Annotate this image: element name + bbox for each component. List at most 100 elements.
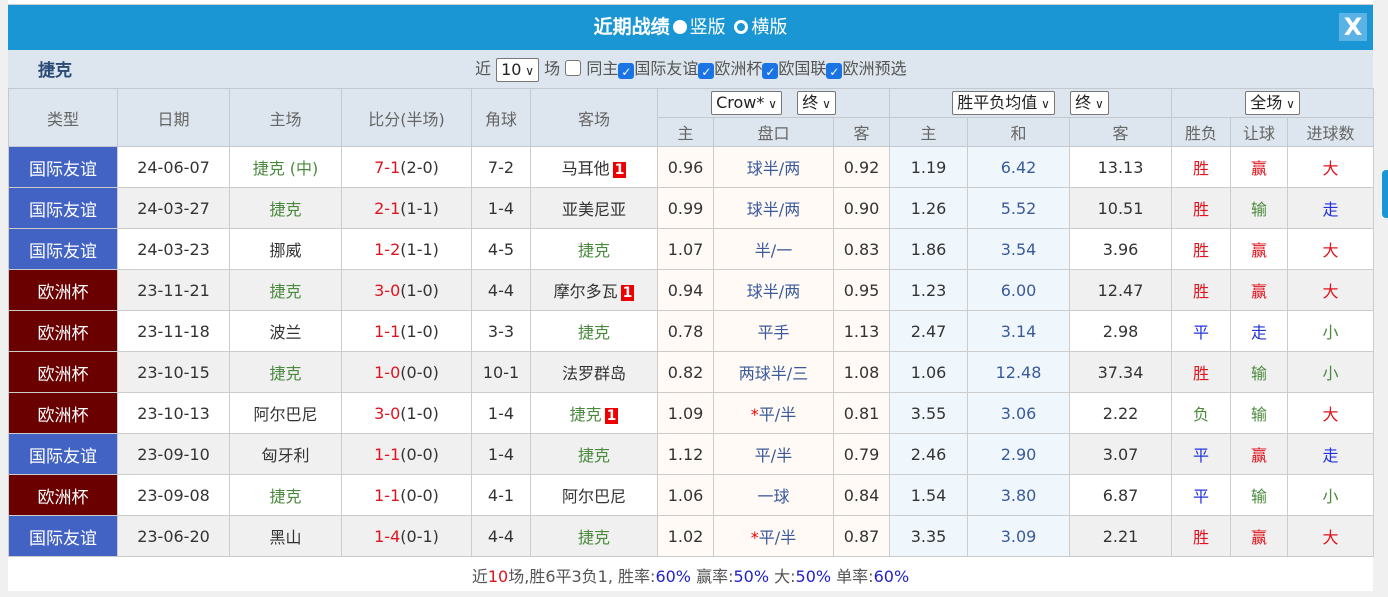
match-row[interactable]: 国际友谊 23-06-20 黑山 1-4(0-1) 4-4 捷克 1.02 *平… [8,515,1375,557]
away-team[interactable]: 捷克 [569,405,602,424]
away-team[interactable]: 捷克 [577,528,610,547]
home-team[interactable]: 捷克 [229,187,342,229]
ft-away-goals: 0 [390,280,401,300]
goals-result: 走 [1287,187,1375,229]
match-row[interactable]: 国际友谊 24-06-07 捷克 (中) 7-1(2-0) 7-2 马耳他 1 0… [8,146,1375,188]
away-team[interactable]: 捷克 [577,323,610,342]
eu-away-odds: 10.51 [1069,187,1173,229]
ah-line-text: 一球 [757,487,790,506]
same-home-checkbox[interactable] [565,60,582,76]
home-team[interactable]: 黑山 [229,515,342,557]
match-row[interactable]: 欧洲杯 23-10-15 捷克 1-0(0-0) 10-1 法罗群岛 0.82 … [8,351,1375,393]
corners: 1-4 [471,392,531,434]
goals-result: 大 [1287,146,1375,188]
ft-home-goals: 3 [374,403,385,423]
europe-company-select[interactable]: 胜平负均值 [952,91,1055,115]
match-type[interactable]: 国际友谊 [8,187,118,229]
col-away: 客场 [530,88,658,147]
home-team[interactable]: 捷克 [229,269,342,311]
home-team[interactable]: 波兰 [229,310,342,352]
match-row[interactable]: 国际友谊 24-03-23 挪威 1-2(1-1) 4-5 捷克 1.07 半/… [8,228,1375,270]
half-time-score: (1-0) [400,280,439,300]
league-checkbox[interactable]: ✓ [618,63,635,79]
close-button[interactable]: X [1339,13,1367,41]
match-row[interactable]: 国际友谊 23-09-10 匈牙利 1-1(0-0) 1-4 捷克 1.12 平… [8,433,1375,475]
col-goals: 进球数 [1287,117,1375,147]
ah-line: *平/半 [713,392,834,434]
home-team[interactable]: 捷克 [229,474,342,516]
match-type[interactable]: 国际友谊 [8,228,118,270]
match-type[interactable]: 欧洲杯 [8,392,118,434]
match-row[interactable]: 欧洲杯 23-11-18 波兰 1-1(1-0) 3-3 捷克 0.78 平手 … [8,310,1375,352]
corners: 4-5 [471,228,531,270]
handicap-company-select[interactable]: Crow* [711,91,782,115]
radio-horizontal[interactable] [734,20,749,34]
match-type[interactable]: 国际友谊 [8,515,118,557]
home-team[interactable]: 阿尔巴尼 [229,392,342,434]
col-eu-home: 主 [889,117,969,147]
red-card-badge: 1 [604,408,619,424]
europe-stage-select[interactable]: 终 [1070,91,1109,115]
ft-home-goals: 1 [374,526,385,546]
match-date: 23-10-15 [117,351,230,393]
col-score: 比分(半场) [341,88,472,147]
away-cell: 捷克 [530,515,658,557]
handicap-stage-select[interactable]: 终 [797,91,836,115]
radio-vertical[interactable] [672,20,687,34]
match-type[interactable]: 欧洲杯 [8,310,118,352]
eu-draw-odds: 3.14 [967,310,1071,352]
away-team[interactable]: 马耳他 [561,159,610,178]
half-time-score: (1-1) [400,239,439,259]
period-select[interactable]: 全场 [1245,91,1300,115]
eu-away-odds: 2.98 [1069,310,1173,352]
ah-home-odds: 1.06 [657,474,714,516]
eu-home-odds: 1.06 [889,351,969,393]
col-ah-result: 让球 [1230,117,1289,147]
home-team[interactable]: 捷克 (中) [229,146,342,188]
ft-home-goals: 1 [374,321,385,341]
away-cell: 捷克 [530,310,658,352]
home-team[interactable]: 挪威 [229,228,342,270]
ah-line-text: 半/一 [754,241,793,260]
eu-draw-odds: 3.06 [967,392,1071,434]
handicap-result: 赢 [1230,146,1289,188]
corners: 1-4 [471,187,531,229]
league-checkbox[interactable]: ✓ [826,63,843,79]
score: 1-4(0-1) [341,515,472,557]
league-checkbox[interactable]: ✓ [698,63,715,79]
league-label: 欧洲预选 [842,59,907,78]
match-row[interactable]: 欧洲杯 23-09-08 捷克 1-1(0-0) 4-1 阿尔巴尼 1.06 一… [8,474,1375,516]
away-team[interactable]: 捷克 [577,241,610,260]
home-team[interactable]: 捷克 [229,351,342,393]
away-team[interactable]: 捷克 [577,446,610,465]
match-row[interactable]: 国际友谊 24-03-27 捷克 2-1(1-1) 1-4 亚美尼亚 0.99 … [8,187,1375,229]
away-team[interactable]: 摩尔多瓦 [553,282,618,301]
away-team[interactable]: 亚美尼亚 [561,200,626,219]
match-type[interactable]: 欧洲杯 [8,474,118,516]
eu-draw-odds: 2.90 [967,433,1071,475]
panel-title: 近期战绩 [593,16,670,38]
league-checkbox[interactable]: ✓ [762,63,779,79]
half-time-score: (1-1) [400,198,439,218]
match-type[interactable]: 欧洲杯 [8,269,118,311]
match-type[interactable]: 国际友谊 [8,433,118,475]
home-team[interactable]: 匈牙利 [229,433,342,475]
ah-away-odds: 0.81 [832,392,891,434]
handicap-result: 赢 [1230,515,1289,557]
match-type[interactable]: 欧洲杯 [8,351,118,393]
side-tab-handle[interactable] [1382,170,1388,218]
match-row[interactable]: 欧洲杯 23-11-21 捷克 3-0(1-0) 4-4 摩尔多瓦 1 0.94 … [8,269,1375,311]
match-row[interactable]: 欧洲杯 23-10-13 阿尔巴尼 3-0(1-0) 1-4 捷克 1 1.09 … [8,392,1375,434]
handicap-result: 赢 [1230,433,1289,475]
col-wdl: 胜负 [1171,117,1232,147]
away-team[interactable]: 阿尔巴尼 [561,487,626,506]
match-type[interactable]: 国际友谊 [8,146,118,188]
ah-home-odds: 0.78 [657,310,714,352]
recent-count-select[interactable]: 10 [496,57,540,82]
wdl-result: 胜 [1171,228,1232,270]
match-date: 24-03-23 [117,228,230,270]
away-team[interactable]: 法罗群岛 [561,364,626,383]
eu-home-odds: 1.19 [889,146,969,188]
away-cell: 捷克 [530,228,658,270]
ft-away-goals: 1 [390,444,401,464]
